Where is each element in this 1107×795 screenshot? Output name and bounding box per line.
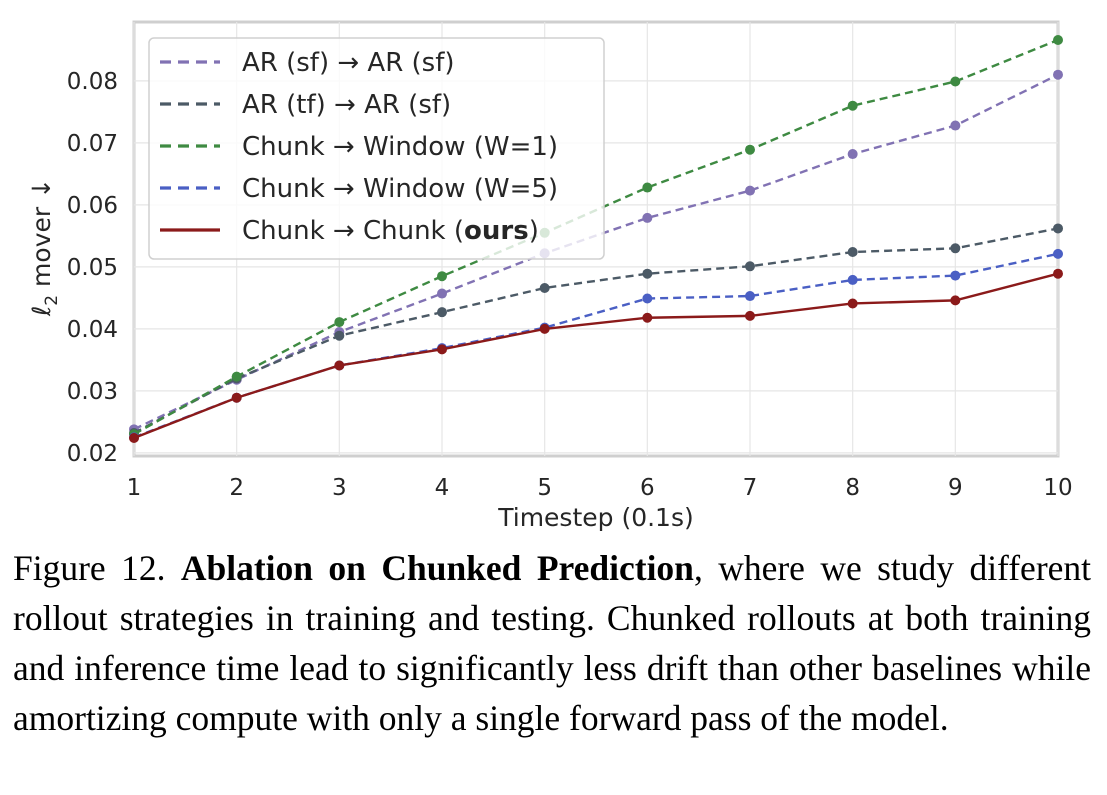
series-point-3 [1053, 248, 1063, 259]
y-tick-label: 0.08 [67, 69, 118, 95]
legend-label-3: Chunk → Window (W=5) [242, 174, 558, 204]
x-tick-label: 10 [1043, 475, 1072, 501]
legend-box [148, 37, 605, 260]
series-point-1 [847, 247, 858, 258]
series-point-0 [847, 149, 858, 160]
series-point-4 [642, 312, 653, 323]
series-point-1 [437, 307, 447, 318]
series-point-1 [334, 330, 345, 341]
y-tick-label: 0.06 [67, 193, 118, 219]
x-tick-label: 9 [948, 475, 963, 501]
series-point-2 [745, 144, 755, 155]
series-point-2 [334, 317, 345, 328]
x-tick-label: 6 [640, 475, 655, 501]
series-point-4 [847, 298, 858, 309]
y-tick-label: 0.05 [67, 255, 118, 281]
series-point-0 [745, 185, 755, 196]
series-point-1 [642, 268, 653, 279]
series-point-3 [642, 293, 653, 304]
series-point-2 [437, 271, 447, 282]
caption-text: , where we study different rollout strat… [13, 548, 1092, 738]
y-axis-title-symbol: ℓ [27, 306, 56, 317]
x-tick-label: 2 [229, 475, 244, 501]
series-point-1 [950, 243, 961, 254]
caption-bold-title: Ablation on Chunked Prediction [180, 548, 694, 588]
line-chart: 1 2 3 4 5 6 7 8 9 100.020.030.040.050.060.070.08 … [27, 20, 1073, 532]
legend-label-4: Chunk → Chunk (ours) [242, 216, 539, 246]
series-point-4 [539, 323, 550, 334]
x-tick-label: 7 [743, 475, 758, 501]
series-point-2 [231, 371, 242, 382]
y-axis-title-text: mover ↓ [27, 178, 56, 295]
y-tick-label: 0.07 [67, 131, 118, 157]
legend-label-2: Chunk → Window (W=1) [242, 132, 558, 162]
series-point-1 [745, 261, 755, 272]
y-tick-label: 0.03 [67, 379, 118, 405]
series-point-4 [129, 433, 139, 444]
x-tick-label: 8 [845, 475, 860, 501]
series-point-2 [1053, 34, 1063, 45]
series-point-4 [334, 360, 345, 371]
series-line-4 [133, 272, 1059, 440]
x-axis-title: Timestep (0.1s) [497, 503, 694, 532]
x-tick-label: 1 [127, 475, 142, 501]
y-tick-label: 0.04 [67, 317, 118, 343]
series-point-2 [847, 100, 858, 111]
y-axis-title-subscript: 2 [42, 295, 62, 306]
series-point-4 [950, 295, 961, 306]
series-point-2 [642, 182, 653, 193]
series-line-1 [133, 227, 1059, 435]
legend-label-1: AR (tf) → AR (sf) [242, 90, 451, 120]
series-point-0 [1053, 69, 1063, 80]
series-point-4 [231, 392, 242, 403]
x-tick-label: 5 [537, 475, 552, 501]
series-point-0 [642, 212, 653, 223]
series-point-1 [539, 282, 550, 293]
x-tick-label: 3 [332, 475, 347, 501]
x-tick-label: 4 [435, 475, 450, 501]
figure-caption: Figure 12. Ablation on Chunked Predictio… [13, 543, 1091, 743]
series-point-1 [1053, 223, 1063, 234]
series-point-2 [950, 76, 961, 87]
y-axis-title: ℓ2 mover ↓ [27, 178, 62, 317]
legend-label-0: AR (sf) → AR (sf) [242, 48, 455, 78]
y-tick-label: 0.02 [67, 441, 118, 467]
series-point-0 [950, 120, 961, 131]
series-point-3 [847, 274, 858, 285]
series-point-3 [745, 291, 755, 302]
series-point-4 [437, 344, 447, 355]
series-point-3 [950, 270, 961, 281]
series-point-0 [437, 288, 447, 299]
series-point-4 [745, 310, 755, 321]
series-point-4 [1053, 268, 1063, 279]
caption-label: Figure 12. [13, 548, 181, 588]
